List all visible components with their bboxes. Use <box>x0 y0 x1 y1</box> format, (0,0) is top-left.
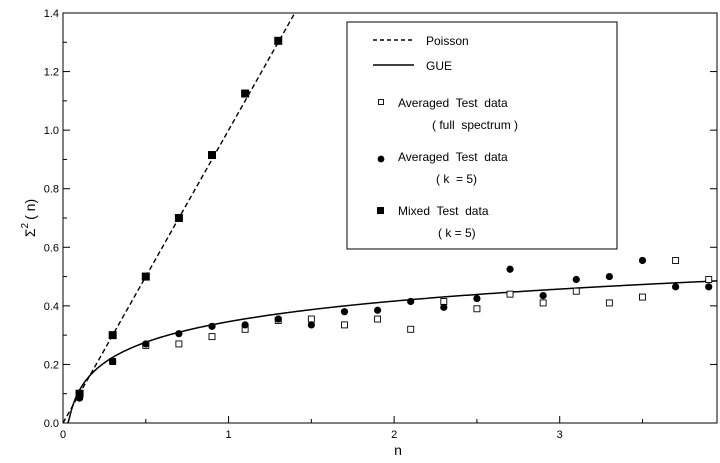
filled-circle-point <box>440 303 448 311</box>
legend-label-poisson: Poisson <box>426 34 469 48</box>
open-square-point <box>506 290 514 298</box>
legend-sublabel-full-spectrum: ( full spectrum ) <box>432 118 518 132</box>
x-tick-label: 0 <box>60 429 66 441</box>
filled-circle-point <box>109 357 117 366</box>
y-tick-label: 0.8 <box>44 184 59 196</box>
open-square-point <box>705 276 713 283</box>
tick-layer: 0 1 2 3 0.0 0.2 0.4 0.6 0.8 1.0 1.2 1.4 <box>44 8 717 441</box>
legend-label-averaged-k5: Averaged Test data <box>398 150 508 164</box>
open-square-point <box>539 299 547 307</box>
y-tick-label: 0.4 <box>44 301 59 313</box>
y-tick-label: 1.0 <box>44 125 59 137</box>
poisson-curve <box>63 13 296 423</box>
legend: Poisson GUE Averaged Test data ( full sp… <box>346 21 618 250</box>
filled-circle-point <box>638 256 647 265</box>
open-square-point <box>605 299 613 307</box>
y-tick-label: 0.2 <box>44 359 59 371</box>
legend-marker-filled-circle <box>377 155 385 163</box>
open-square-point <box>307 315 315 323</box>
filled-circle-point <box>605 272 613 281</box>
filled-circle-point <box>407 297 415 306</box>
data-point-layer <box>75 36 713 402</box>
open-square-point <box>175 340 183 348</box>
y-tick-label: 0.0 <box>44 418 59 430</box>
open-square-point <box>572 287 580 295</box>
filled-circle-point <box>208 322 216 330</box>
filled-square-point <box>141 272 150 281</box>
filled-circle-point <box>539 292 547 300</box>
filled-square-point <box>75 389 84 398</box>
y-tick-label: 0.6 <box>44 242 59 254</box>
x-tick-label: 1 <box>226 429 232 441</box>
filled-square-point <box>274 36 283 45</box>
filled-square-point <box>108 331 117 340</box>
filled-square-point <box>208 151 217 160</box>
legend-marker-open-square <box>378 99 384 105</box>
y-axis-label-argument: ( n) <box>22 199 38 220</box>
open-square-point <box>407 325 415 333</box>
filled-circle-point <box>705 283 713 291</box>
y-tick-label: 1.2 <box>44 67 59 79</box>
open-square-point <box>208 333 216 341</box>
filled-square-point <box>174 214 183 222</box>
filled-circle-point <box>373 306 382 314</box>
open-square-point <box>374 315 382 323</box>
filled-circle-point <box>506 265 514 273</box>
filled-circle-point <box>672 283 680 291</box>
x-tick-label: 3 <box>557 429 563 441</box>
y-tick-label: 1.4 <box>44 8 59 20</box>
legend-label-gue: GUE <box>426 59 452 73</box>
open-square-point <box>440 298 448 305</box>
legend-box <box>346 21 618 250</box>
x-tick-label: 2 <box>391 429 397 441</box>
gue-curve <box>67 280 717 423</box>
filled-circle-point <box>274 315 282 323</box>
y-axis-label-superscript: 2 <box>20 222 31 228</box>
legend-label-full-spectrum: Averaged Test data <box>398 96 508 110</box>
open-square-point <box>341 321 348 329</box>
filled-square-point <box>241 89 250 98</box>
y-axis-label-symbol: Σ <box>22 228 38 237</box>
y-axis-label: Σ2 ( n) <box>20 199 38 237</box>
filled-circle-point <box>340 308 349 316</box>
legend-sublabel-averaged-k5: ( k = 5) <box>436 172 477 186</box>
filled-circle-point <box>307 321 315 329</box>
open-square-point <box>639 293 646 301</box>
filled-circle-point <box>473 294 481 303</box>
filled-circle-point <box>142 340 150 348</box>
legend-label-mixed-k5: Mixed Test data <box>398 204 489 218</box>
open-square-point <box>473 305 481 313</box>
legend-sublabel-mixed-k5: ( k = 5) <box>438 226 476 240</box>
filled-circle-point <box>241 321 249 329</box>
filled-circle-point <box>175 330 183 338</box>
open-square-point <box>672 257 680 264</box>
filled-circle-point <box>572 275 580 284</box>
legend-marker-filled-square <box>377 207 384 214</box>
x-axis-label: n <box>394 442 402 458</box>
